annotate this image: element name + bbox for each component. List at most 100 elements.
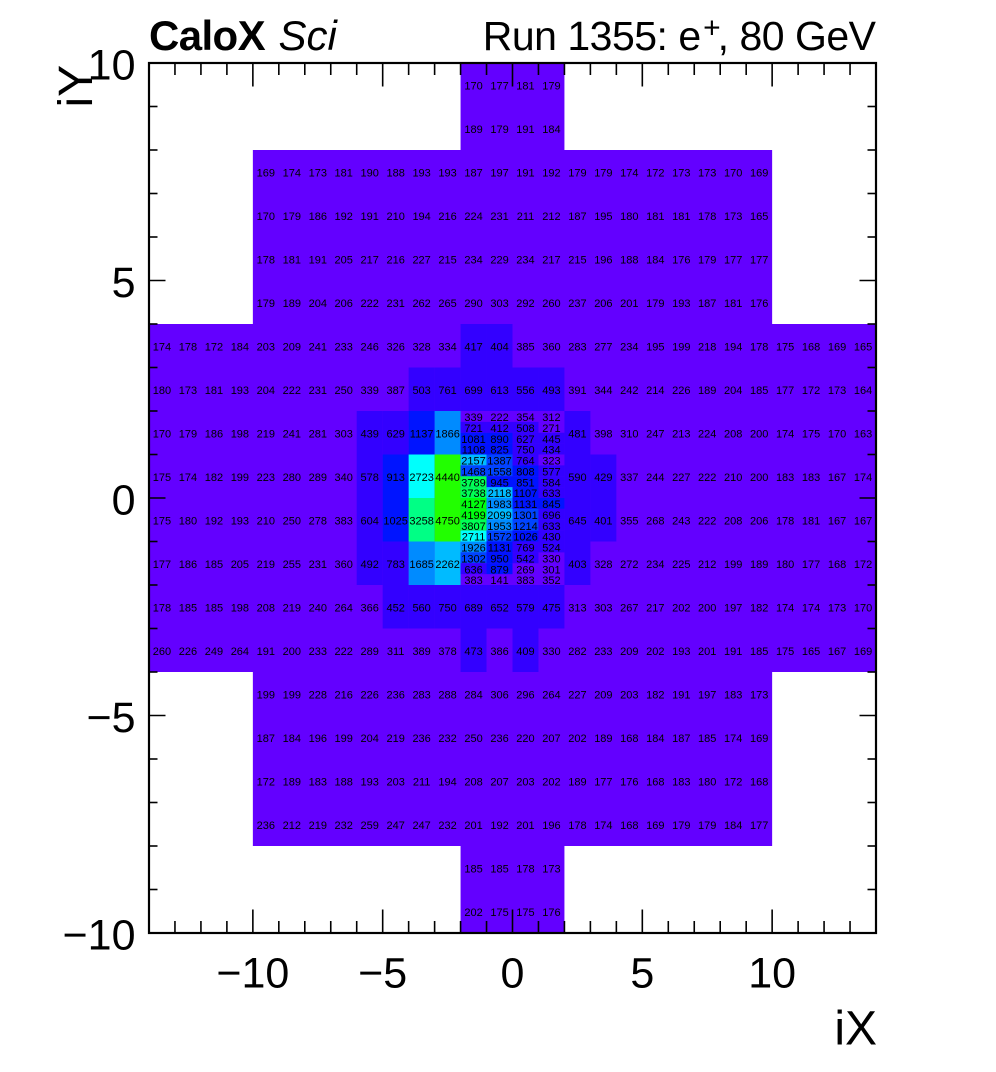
svg-text:CaloX: CaloX <box>149 12 266 59</box>
svg-text:227: 227 <box>412 254 430 266</box>
svg-text:750: 750 <box>516 445 534 457</box>
svg-text:3738: 3738 <box>461 488 485 500</box>
svg-text:629: 629 <box>386 428 404 440</box>
svg-text:206: 206 <box>335 298 353 310</box>
svg-text:164: 164 <box>854 385 872 397</box>
svg-text:250: 250 <box>335 385 353 397</box>
svg-text:170: 170 <box>257 211 275 223</box>
svg-text:825: 825 <box>490 445 508 457</box>
svg-text:212: 212 <box>283 820 301 832</box>
svg-text:174: 174 <box>854 472 872 484</box>
svg-text:163: 163 <box>854 428 872 440</box>
svg-text:439: 439 <box>361 428 379 440</box>
svg-text:201: 201 <box>516 820 534 832</box>
svg-text:212: 212 <box>542 211 560 223</box>
svg-text:200: 200 <box>750 472 768 484</box>
svg-text:177: 177 <box>724 254 742 266</box>
svg-text:196: 196 <box>542 820 560 832</box>
svg-text:200: 200 <box>283 646 301 658</box>
svg-text:1302: 1302 <box>461 553 485 565</box>
svg-text:355: 355 <box>620 515 638 527</box>
svg-text:1137: 1137 <box>410 428 434 440</box>
svg-text:185: 185 <box>750 646 768 658</box>
svg-text:202: 202 <box>672 602 690 614</box>
svg-text:175: 175 <box>490 907 508 919</box>
svg-text:196: 196 <box>309 733 327 745</box>
svg-text:354: 354 <box>516 412 534 424</box>
svg-text:209: 209 <box>283 341 301 353</box>
svg-text:189: 189 <box>464 124 482 136</box>
svg-text:222: 222 <box>283 385 301 397</box>
svg-text:185: 185 <box>698 733 716 745</box>
svg-text:890: 890 <box>490 434 508 446</box>
svg-text:699: 699 <box>464 385 482 397</box>
svg-text:203: 203 <box>620 689 638 701</box>
svg-text:306: 306 <box>490 689 508 701</box>
svg-text:219: 219 <box>309 820 327 832</box>
svg-text:181: 181 <box>205 385 223 397</box>
svg-text:636: 636 <box>464 564 482 576</box>
svg-text:181: 181 <box>802 515 820 527</box>
svg-text:409: 409 <box>516 646 534 658</box>
svg-text:191: 191 <box>257 646 275 658</box>
svg-text:177: 177 <box>750 254 768 266</box>
svg-text:169: 169 <box>257 167 275 179</box>
svg-text:590: 590 <box>568 472 586 484</box>
svg-text:175: 175 <box>153 472 171 484</box>
svg-text:945: 945 <box>490 477 508 489</box>
svg-text:183: 183 <box>776 472 794 484</box>
svg-text:387: 387 <box>386 385 404 397</box>
svg-text:434: 434 <box>542 445 560 457</box>
svg-text:205: 205 <box>335 254 353 266</box>
svg-text:170: 170 <box>153 428 171 440</box>
svg-text:246: 246 <box>361 341 379 353</box>
svg-text:177: 177 <box>802 559 820 571</box>
svg-text:191: 191 <box>361 211 379 223</box>
svg-text:218: 218 <box>698 341 716 353</box>
svg-text:269: 269 <box>516 564 534 576</box>
svg-text:214: 214 <box>646 385 664 397</box>
svg-text:174: 174 <box>802 602 820 614</box>
svg-text:206: 206 <box>594 298 612 310</box>
svg-text:560: 560 <box>412 602 430 614</box>
svg-text:165: 165 <box>854 341 872 353</box>
svg-text:290: 290 <box>464 298 482 310</box>
svg-text:209: 209 <box>620 646 638 658</box>
svg-text:172: 172 <box>646 167 664 179</box>
svg-text:201: 201 <box>620 298 638 310</box>
svg-text:179: 179 <box>698 254 716 266</box>
svg-text:584: 584 <box>542 477 560 489</box>
svg-text:220: 220 <box>516 733 534 745</box>
svg-text:296: 296 <box>516 689 534 701</box>
svg-text:577: 577 <box>542 466 560 478</box>
svg-text:219: 219 <box>386 733 404 745</box>
svg-text:179: 179 <box>568 167 586 179</box>
svg-text:226: 226 <box>179 646 197 658</box>
svg-text:226: 226 <box>672 385 690 397</box>
svg-text:173: 173 <box>672 167 690 179</box>
svg-text:247: 247 <box>646 428 664 440</box>
svg-text:192: 192 <box>205 515 223 527</box>
svg-text:173: 173 <box>724 211 742 223</box>
svg-text:187: 187 <box>672 733 690 745</box>
svg-text:181: 181 <box>516 80 534 92</box>
svg-text:289: 289 <box>309 472 327 484</box>
svg-text:178: 178 <box>698 211 716 223</box>
svg-text:879: 879 <box>490 564 508 576</box>
svg-text:172: 172 <box>205 341 223 353</box>
svg-text:193: 193 <box>231 385 249 397</box>
svg-text:352: 352 <box>542 575 560 587</box>
svg-text:−5: −5 <box>86 694 135 742</box>
svg-text:202: 202 <box>542 776 560 788</box>
svg-text:241: 241 <box>283 428 301 440</box>
svg-text:169: 169 <box>646 820 664 832</box>
svg-text:193: 193 <box>361 776 379 788</box>
svg-text:281: 281 <box>309 428 327 440</box>
svg-text:205: 205 <box>231 559 249 571</box>
svg-text:4440: 4440 <box>435 472 459 484</box>
svg-text:178: 178 <box>750 341 768 353</box>
svg-text:182: 182 <box>205 472 223 484</box>
svg-text:208: 208 <box>724 515 742 527</box>
svg-text:192: 192 <box>542 167 560 179</box>
svg-text:216: 216 <box>438 211 456 223</box>
